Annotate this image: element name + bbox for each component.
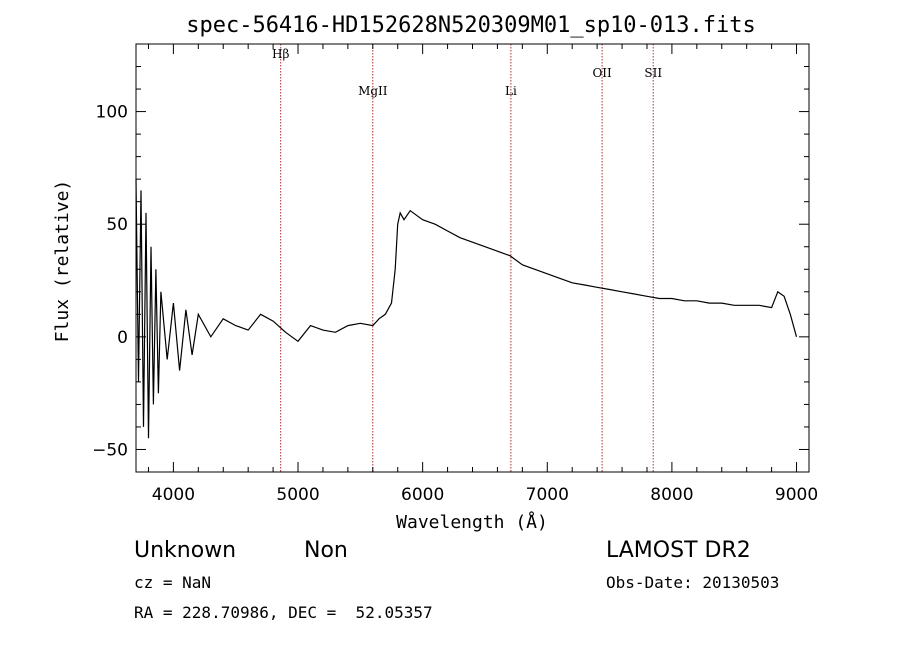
plot-frame [135, 43, 810, 473]
x-tick-label: 5000 [276, 485, 319, 505]
chart-title: spec-56416-HD152628N520309M01_sp10-013.f… [186, 13, 756, 38]
y-tick-label: 0 [117, 328, 128, 348]
spectrum-line [135, 179, 798, 439]
spectrum-line-group [135, 179, 798, 439]
survey-name: LAMOST DR2 [606, 538, 751, 563]
emission-line-label: SII [644, 66, 662, 80]
x-axis-ticks: 4000 5000 6000 7000 8000 9000 [147, 44, 818, 505]
x-tick-label: 6000 [401, 485, 444, 505]
x-tick-label: 4000 [152, 485, 195, 505]
y-axis-ticks: −50 0 50 100 [92, 43, 809, 473]
emission-line-label: OII [592, 66, 612, 80]
y-axis-label: Flux (relative) [52, 180, 73, 343]
emission-line-label: Li [505, 84, 517, 98]
y-tick-label: 50 [106, 215, 128, 235]
y-tick-label: 100 [96, 103, 128, 123]
x-tick-label: 9000 [775, 485, 818, 505]
x-tick-label: 7000 [526, 485, 569, 505]
emission-line-markers: Hβ MgII Li OII SII [272, 44, 662, 472]
obs-date: Obs-Date: 20130503 [606, 573, 780, 592]
x-axis-label: Wavelength (Å) [396, 511, 548, 533]
object-subclass: Non [304, 538, 348, 563]
x-tick-label: 8000 [650, 485, 693, 505]
redshift-label: cz = NaN [134, 573, 212, 592]
coordinates: RA = 228.70986, DEC = 52.05357 [134, 603, 433, 622]
emission-line-label: MgII [358, 84, 388, 98]
emission-line-label: Hβ [272, 47, 289, 61]
object-class: Unknown [134, 538, 237, 563]
y-tick-label: −50 [92, 440, 128, 460]
